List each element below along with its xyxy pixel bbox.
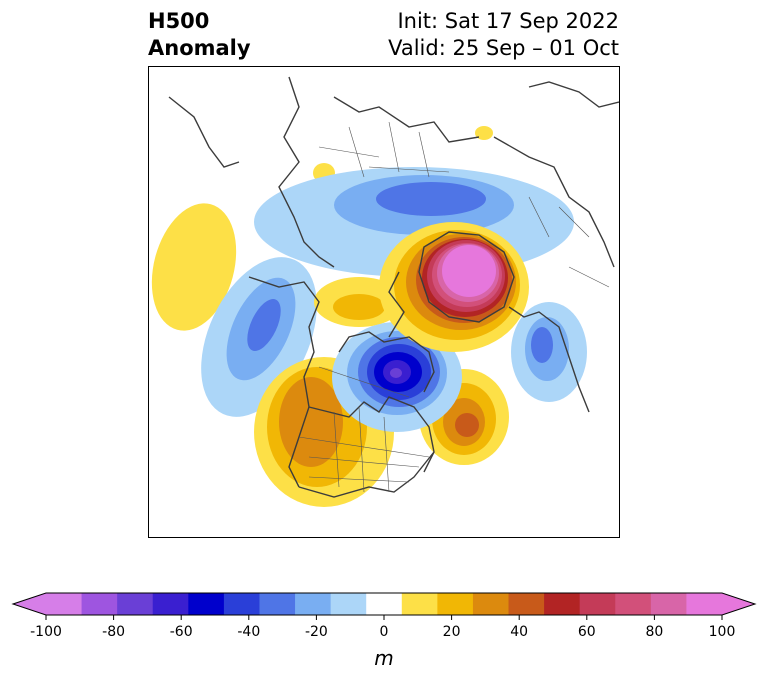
colorbar-tick-label: 100 bbox=[708, 624, 736, 640]
colorbar-tick-label: 40 bbox=[510, 624, 529, 640]
colorbar-tick-label: -80 bbox=[102, 624, 126, 640]
colorbar-cell bbox=[366, 593, 403, 615]
colorbar-cell bbox=[295, 593, 332, 615]
colorbar-tick-label: -60 bbox=[169, 624, 193, 640]
colorbar-tick-label: 60 bbox=[577, 624, 596, 640]
colorbar-cell bbox=[259, 593, 296, 615]
colorbar-cell bbox=[437, 593, 474, 615]
colorbar-unit-label: m bbox=[374, 646, 394, 670]
colorbar-cell bbox=[188, 593, 225, 615]
colorbar-cell bbox=[686, 593, 723, 615]
colorbar-tick-label: 20 bbox=[442, 624, 461, 640]
coastlines bbox=[168, 76, 619, 498]
anomaly-map bbox=[149, 67, 619, 537]
valid-range-label: Valid: 25 Sep – 01 Oct bbox=[388, 36, 619, 60]
colorbar-cell bbox=[579, 593, 616, 615]
colorbar-cell bbox=[544, 593, 581, 615]
colorbar-cell bbox=[223, 593, 260, 615]
hudson-bay-negative-anomaly bbox=[332, 322, 462, 432]
colorbar-tick-label: 80 bbox=[645, 624, 664, 640]
colorbar-over-extension bbox=[722, 593, 755, 615]
colorbar bbox=[11, 592, 757, 620]
colorbar-cell bbox=[152, 593, 189, 615]
colorbar-cell bbox=[615, 593, 652, 615]
colorbar-tick-label: -100 bbox=[30, 624, 62, 640]
arctic-positive-anomaly bbox=[379, 222, 529, 352]
colorbar-cell bbox=[117, 593, 154, 615]
map-panel bbox=[148, 66, 620, 538]
title-left: H500 Anomaly bbox=[148, 8, 251, 62]
colorbar-cell bbox=[81, 593, 118, 615]
colorbar-under-extension bbox=[13, 593, 46, 615]
colorbar-tick-label: 0 bbox=[379, 624, 389, 640]
colorbar-cell bbox=[401, 593, 438, 615]
title-field-type: Anomaly bbox=[148, 36, 251, 60]
okhotsk-negative-anomaly bbox=[511, 302, 587, 402]
colorbar-cell bbox=[650, 593, 687, 615]
colorbar-tick-label: -40 bbox=[237, 624, 261, 640]
political-borders bbox=[298, 121, 610, 493]
colorbar-cell bbox=[330, 593, 367, 615]
colorbar-tick-label: -20 bbox=[304, 624, 328, 640]
colorbar-cell bbox=[46, 593, 83, 615]
colorbar-cell bbox=[508, 593, 545, 615]
init-date-label: Init: Sat 17 Sep 2022 bbox=[397, 9, 619, 33]
colorbar-cell bbox=[472, 593, 510, 615]
title-right: Init: Sat 17 Sep 2022 Valid: 25 Sep – 01… bbox=[388, 8, 619, 62]
title-field-name: H500 bbox=[148, 9, 210, 33]
